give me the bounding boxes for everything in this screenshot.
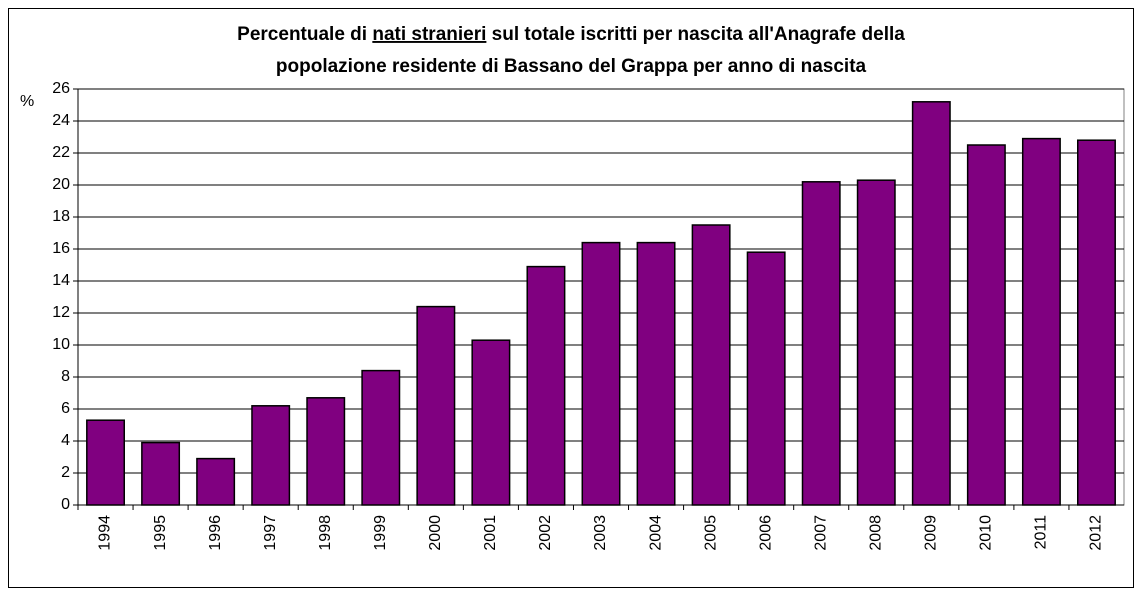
x-tick-label: 2010 <box>978 515 995 551</box>
bar <box>581 241 621 506</box>
x-tick-label: 2002 <box>537 515 554 551</box>
bar <box>196 457 236 506</box>
x-tick-label: 1994 <box>97 515 114 551</box>
y-tick-label: 2 <box>61 464 70 481</box>
chart-title: Percentuale di nati stranieri sul totale… <box>237 24 905 45</box>
y-tick-label: 24 <box>52 112 70 129</box>
y-tick-label: 10 <box>52 336 70 353</box>
bar <box>1021 137 1061 506</box>
x-tick-label: 1999 <box>372 515 389 551</box>
x-tick-label: 2006 <box>757 515 774 551</box>
y-tick-label: 16 <box>52 240 70 257</box>
bar <box>966 144 1006 506</box>
y-tick-label: 6 <box>61 400 70 417</box>
x-tick-label: 2003 <box>592 515 609 551</box>
x-tick-label: 1995 <box>152 515 169 551</box>
chart-title: popolazione residente di Bassano del Gra… <box>276 56 867 77</box>
bar <box>251 405 291 506</box>
title-part: sul totale iscritti per nascita all'Anag… <box>486 24 905 45</box>
x-tick-label: 1998 <box>317 515 334 551</box>
bar <box>526 265 566 506</box>
bar <box>1077 139 1116 506</box>
y-tick-label: 0 <box>61 496 70 513</box>
x-tick-label: 1997 <box>262 515 279 551</box>
x-tick-label: 2008 <box>867 515 884 551</box>
x-tick-label: 2009 <box>923 515 940 551</box>
bar <box>636 241 676 506</box>
x-tick-label: 2004 <box>647 515 664 551</box>
bar <box>141 441 181 506</box>
y-tick-label: 18 <box>52 208 70 225</box>
y-tick-label: 22 <box>52 144 70 161</box>
x-tick-label: 1996 <box>207 515 224 551</box>
bar <box>306 397 346 506</box>
bar <box>746 251 786 506</box>
bar <box>801 181 841 506</box>
title-part: Percentuale di <box>237 24 372 45</box>
y-axis-label: % <box>20 93 34 110</box>
bar <box>911 101 951 506</box>
x-tick-label: 2001 <box>482 515 499 551</box>
y-tick-label: 4 <box>61 432 70 449</box>
bar <box>416 305 456 506</box>
y-tick-label: 8 <box>61 368 70 385</box>
bar <box>86 419 125 506</box>
y-tick-label: 14 <box>52 272 70 289</box>
x-tick-label: 2005 <box>702 515 719 551</box>
y-tick-label: 20 <box>52 176 70 193</box>
bar <box>856 179 896 506</box>
bar <box>361 369 401 506</box>
bar <box>471 339 511 506</box>
x-tick-label: 2000 <box>427 515 444 551</box>
x-tick-label: 2011 <box>1033 515 1050 550</box>
bar <box>691 224 731 506</box>
x-tick-label: 2012 <box>1088 515 1105 551</box>
x-tick-label: 2007 <box>812 515 829 551</box>
y-tick-label: 12 <box>52 304 70 321</box>
title-part: nati stranieri <box>372 24 486 45</box>
y-tick-label: 26 <box>52 80 70 97</box>
